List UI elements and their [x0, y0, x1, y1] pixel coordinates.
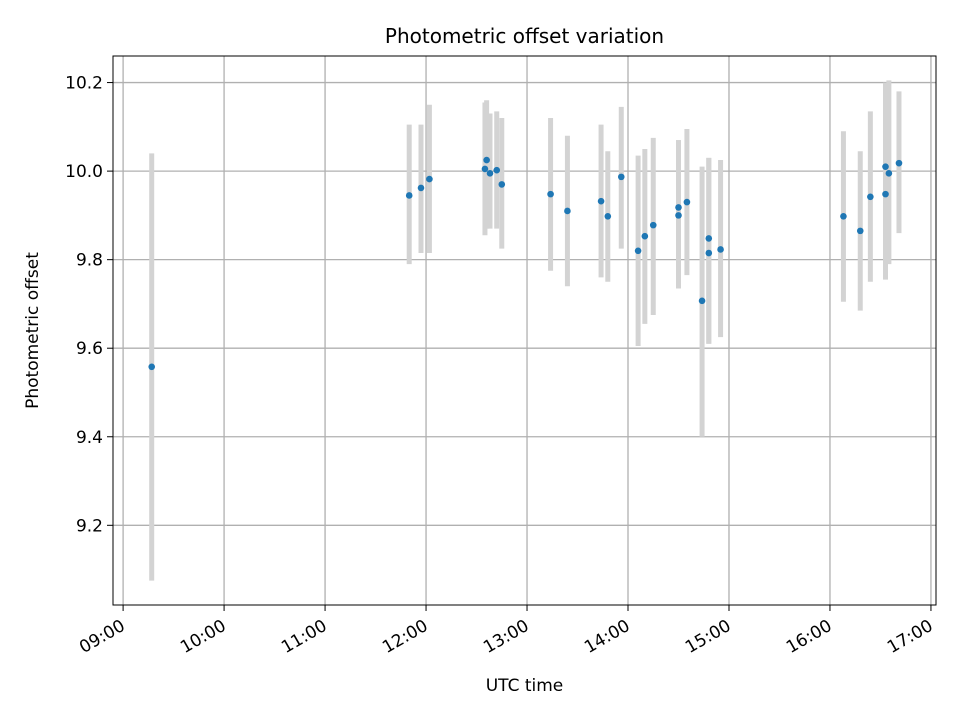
y-tick-label: 10.0 [65, 162, 103, 182]
data-points [148, 156, 903, 371]
data-point [675, 212, 682, 219]
data-point [840, 212, 847, 220]
data-point [617, 173, 625, 181]
data-point [885, 170, 893, 177]
data-point [405, 192, 413, 199]
data-point [717, 246, 724, 253]
y-tick-label: 9.4 [76, 428, 103, 448]
data-point [597, 197, 605, 205]
data-point [486, 170, 494, 177]
data-point [882, 190, 889, 198]
y-tick-label: 10.2 [65, 74, 103, 94]
data-point [867, 193, 874, 201]
x-axis-title: UTC time [486, 676, 564, 696]
data-point [604, 212, 612, 220]
data-point [882, 163, 889, 170]
data-point [641, 232, 649, 240]
data-point [481, 165, 489, 173]
y-tick-label: 9.6 [76, 339, 103, 359]
grid-lines [113, 56, 936, 605]
data-point [705, 249, 713, 257]
data-point [547, 190, 554, 198]
data-point [634, 247, 642, 255]
data-point [564, 207, 571, 215]
chart-title: Photometric offset variation [385, 24, 664, 48]
data-point [649, 221, 657, 229]
data-point [675, 204, 682, 211]
data-point [895, 159, 903, 167]
data-point [498, 181, 506, 188]
y-tick-label: 9.8 [76, 251, 103, 271]
data-point [683, 198, 691, 206]
data-point [426, 175, 433, 183]
data-point [493, 166, 501, 174]
data-point [705, 235, 713, 242]
data-point [417, 184, 425, 192]
data-point [483, 156, 490, 164]
y-axis-title: Photometric offset [23, 252, 43, 409]
y-tick-label: 9.2 [76, 516, 103, 536]
plot-area-frame [112, 55, 937, 606]
data-point [698, 297, 706, 305]
data-point [856, 227, 864, 235]
data-point [148, 363, 156, 371]
